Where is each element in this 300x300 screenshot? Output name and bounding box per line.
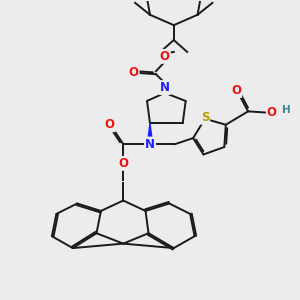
Text: S: S bbox=[201, 111, 209, 124]
Text: O: O bbox=[267, 106, 277, 119]
Text: N: N bbox=[160, 81, 170, 94]
Polygon shape bbox=[147, 123, 153, 144]
Text: O: O bbox=[129, 66, 139, 79]
Text: O: O bbox=[118, 157, 128, 170]
Text: N: N bbox=[145, 138, 155, 151]
Text: H: H bbox=[282, 105, 291, 115]
Text: O: O bbox=[160, 50, 170, 63]
Text: O: O bbox=[105, 118, 115, 131]
Text: O: O bbox=[231, 84, 241, 97]
